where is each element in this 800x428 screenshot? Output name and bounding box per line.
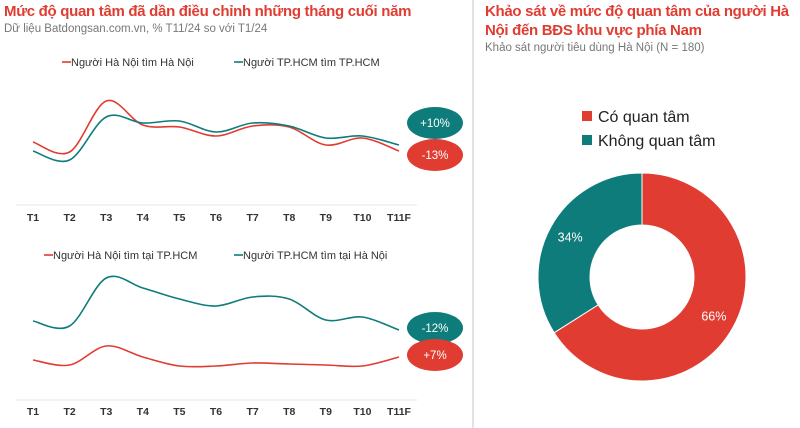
x-tick-label: T5 (173, 212, 185, 224)
legend-label: Không quan tâm (598, 133, 716, 150)
end-label-text: -12% (422, 323, 449, 335)
legend-label: Người TP.HCM tìm TP.HCM (243, 57, 380, 69)
x-tick-label: T6 (210, 212, 222, 224)
x-tick-label: T8 (283, 212, 295, 224)
slice-label: 66% (701, 310, 726, 324)
end-label-badge (407, 312, 463, 344)
right-chart-title-line1: Khảo sát về mức độ quan tâm của người Hà (485, 3, 789, 20)
slice-label: 34% (558, 230, 583, 244)
end-label-text: +10% (420, 118, 450, 130)
series-line (32, 114, 400, 163)
x-tick-label: T4 (137, 212, 149, 224)
x-tick-label: T10 (353, 406, 371, 418)
x-tick-label: T3 (100, 212, 112, 224)
x-tick-label: T2 (63, 406, 75, 418)
x-tick-label: T4 (137, 406, 149, 418)
x-tick-label: T8 (283, 406, 295, 418)
donut-legend-item: Có quan tâm (582, 109, 690, 127)
legend-swatch (582, 111, 592, 121)
x-tick-label: T1 (27, 212, 39, 224)
x-tick-label: T10 (353, 212, 371, 224)
x-tick-label: T6 (210, 406, 222, 418)
end-label-badge (407, 107, 463, 139)
left-chart-title: Mức độ quan tâm đã dần điều chỉnh những … (4, 3, 412, 20)
legend-label: Có quan tâm (598, 109, 690, 126)
x-tick-label: T5 (173, 406, 185, 418)
legend-label: Người Hà Nội tìm tại TP.HCM (53, 250, 197, 262)
end-label-text: +7% (423, 350, 446, 362)
panel-divider (472, 0, 474, 428)
series-line (32, 275, 400, 331)
series-line (32, 345, 400, 368)
legend-label: Người TP.HCM tìm tại Hà Nội (243, 250, 387, 262)
right-chart-subtitle: Khảo sát người tiêu dùng Hà Nội (N = 180… (485, 42, 705, 54)
x-tick-label: T7 (246, 406, 258, 418)
donut-legend-item: Không quan tâm (582, 133, 715, 151)
end-label-text: -13% (422, 150, 449, 162)
end-label-badge (407, 339, 463, 371)
donut-slice (537, 172, 643, 334)
right-chart-title-line2: Nội đến BĐS khu vực phía Nam (485, 22, 702, 39)
legend-swatch (582, 135, 592, 145)
x-tick-label: T3 (100, 406, 112, 418)
x-tick-label: T11F (387, 212, 412, 224)
x-tick-label: T2 (63, 212, 75, 224)
x-tick-label: T7 (246, 212, 258, 224)
x-tick-label: T9 (320, 406, 332, 418)
x-tick-label: T11F (387, 406, 412, 418)
legend-label: Người Hà Nội tìm Hà Nội (71, 57, 194, 69)
left-chart-subtitle: Dữ liệu Batdongsan.com.vn, % T11/24 so v… (4, 23, 268, 35)
x-tick-label: T1 (27, 406, 39, 418)
x-tick-label: T9 (320, 212, 332, 224)
donut-slice (553, 172, 747, 382)
series-line (32, 99, 400, 155)
end-label-badge (407, 139, 463, 171)
